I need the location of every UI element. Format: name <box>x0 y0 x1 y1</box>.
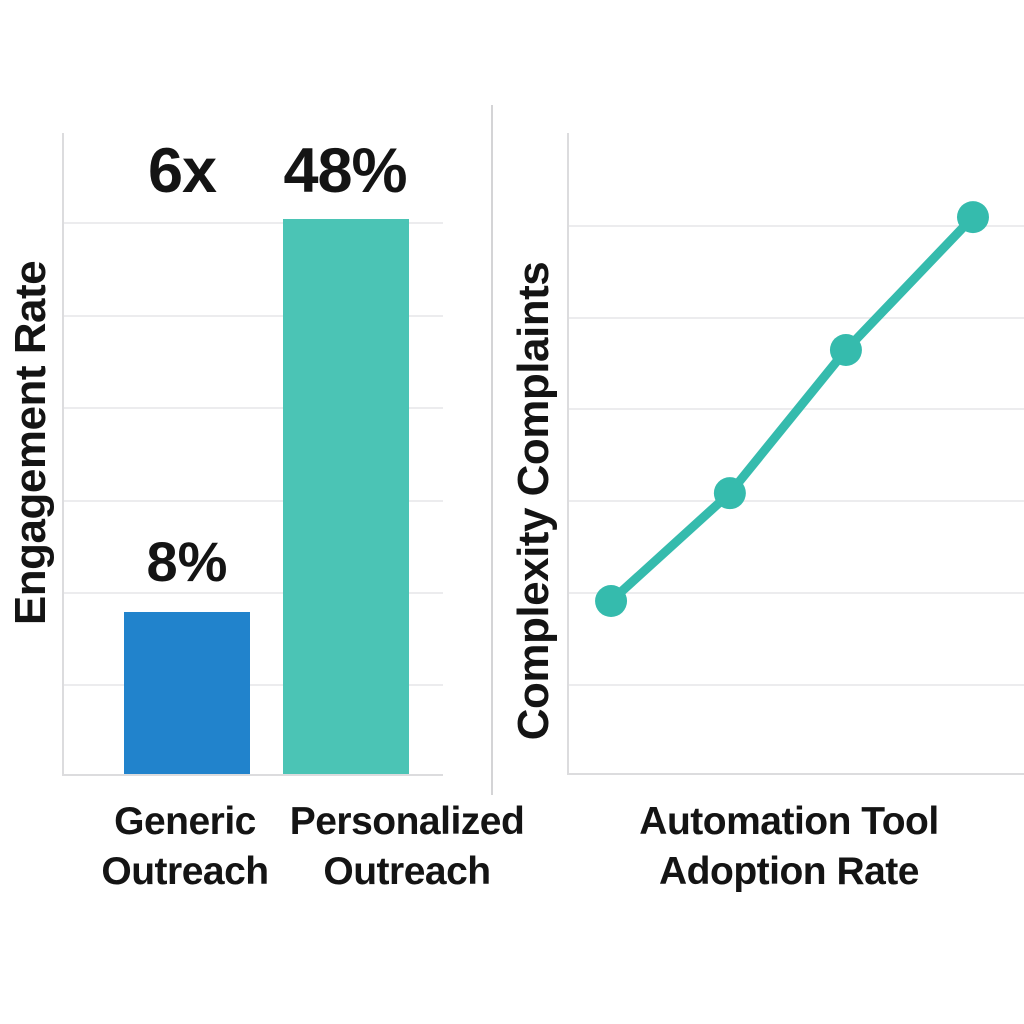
gridline <box>569 225 1024 227</box>
gridline <box>64 315 443 317</box>
gridline <box>569 500 1024 502</box>
bar-personalized-outreach <box>283 218 409 774</box>
category-label-line: Generic <box>114 800 256 843</box>
category-label-line: Outreach <box>101 850 269 893</box>
gridline <box>64 592 443 594</box>
y-axis-label-complexity-complaints: Complexity Complaints <box>509 261 558 741</box>
gridline <box>569 592 1024 594</box>
bar-chart-plot-area <box>62 133 443 776</box>
annotation-multiplier: 6x <box>147 136 217 206</box>
y-axis-label-engagement-rate: Engagement Rate <box>6 260 55 626</box>
data-point <box>829 333 862 366</box>
data-point <box>713 477 746 510</box>
gridline <box>569 317 1024 319</box>
gridline <box>64 500 443 502</box>
value-label-generic: 8% <box>146 530 228 593</box>
value-label-personalized: 48% <box>283 136 407 206</box>
data-point <box>595 585 628 618</box>
gridline <box>64 684 443 686</box>
x-axis-label-automation-adoption: Automation Tool Adoption Rate <box>639 797 939 897</box>
category-label-generic-outreach: Generic Outreach <box>101 797 269 897</box>
panel-divider <box>491 105 493 795</box>
line-chart-plot-area <box>567 133 1024 775</box>
gridline <box>64 222 443 224</box>
trend-line-chart <box>595 201 989 618</box>
category-label-personalized-outreach: Personalized Outreach <box>290 797 525 897</box>
data-point <box>956 201 989 234</box>
gridline <box>569 684 1024 686</box>
bar-generic-outreach <box>124 612 250 774</box>
category-label-line: Personalized <box>289 800 525 843</box>
x-axis-label-line: Adoption Rate <box>659 850 919 893</box>
gridline <box>64 407 443 409</box>
x-axis-label-line: Automation Tool <box>639 800 939 843</box>
category-label-line: Outreach <box>323 850 491 893</box>
